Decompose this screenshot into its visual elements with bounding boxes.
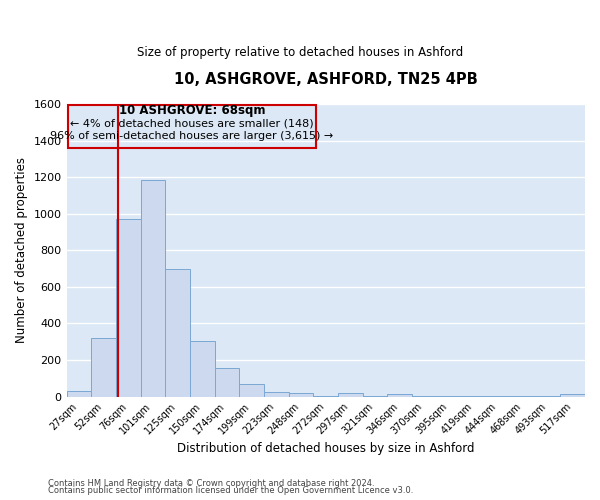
Bar [140,180,165,396]
Bar [239,384,264,396]
Bar [264,392,289,396]
Text: ← 4% of detached houses are smaller (148): ← 4% of detached houses are smaller (148… [70,118,314,128]
Bar [165,268,190,396]
X-axis label: Distribution of detached houses by size in Ashford: Distribution of detached houses by size … [177,442,475,455]
Text: Contains public sector information licensed under the Open Government Licence v3: Contains public sector information licen… [48,486,413,495]
Bar [560,394,585,396]
Bar [190,341,215,396]
Bar [215,368,239,396]
Bar [289,393,313,396]
Bar [338,393,363,396]
Bar [67,391,91,396]
Y-axis label: Number of detached properties: Number of detached properties [15,158,28,344]
Bar [68,105,316,148]
Text: 96% of semi-detached houses are larger (3,615) →: 96% of semi-detached houses are larger (… [50,130,334,140]
Text: Contains HM Land Registry data © Crown copyright and database right 2024.: Contains HM Land Registry data © Crown c… [48,478,374,488]
Bar [388,394,412,396]
Bar [116,219,140,396]
Bar [91,338,116,396]
Title: 10, ASHGROVE, ASHFORD, TN25 4PB: 10, ASHGROVE, ASHFORD, TN25 4PB [174,72,478,88]
Text: 10 ASHGROVE: 68sqm: 10 ASHGROVE: 68sqm [119,104,265,118]
Text: Size of property relative to detached houses in Ashford: Size of property relative to detached ho… [137,46,463,59]
